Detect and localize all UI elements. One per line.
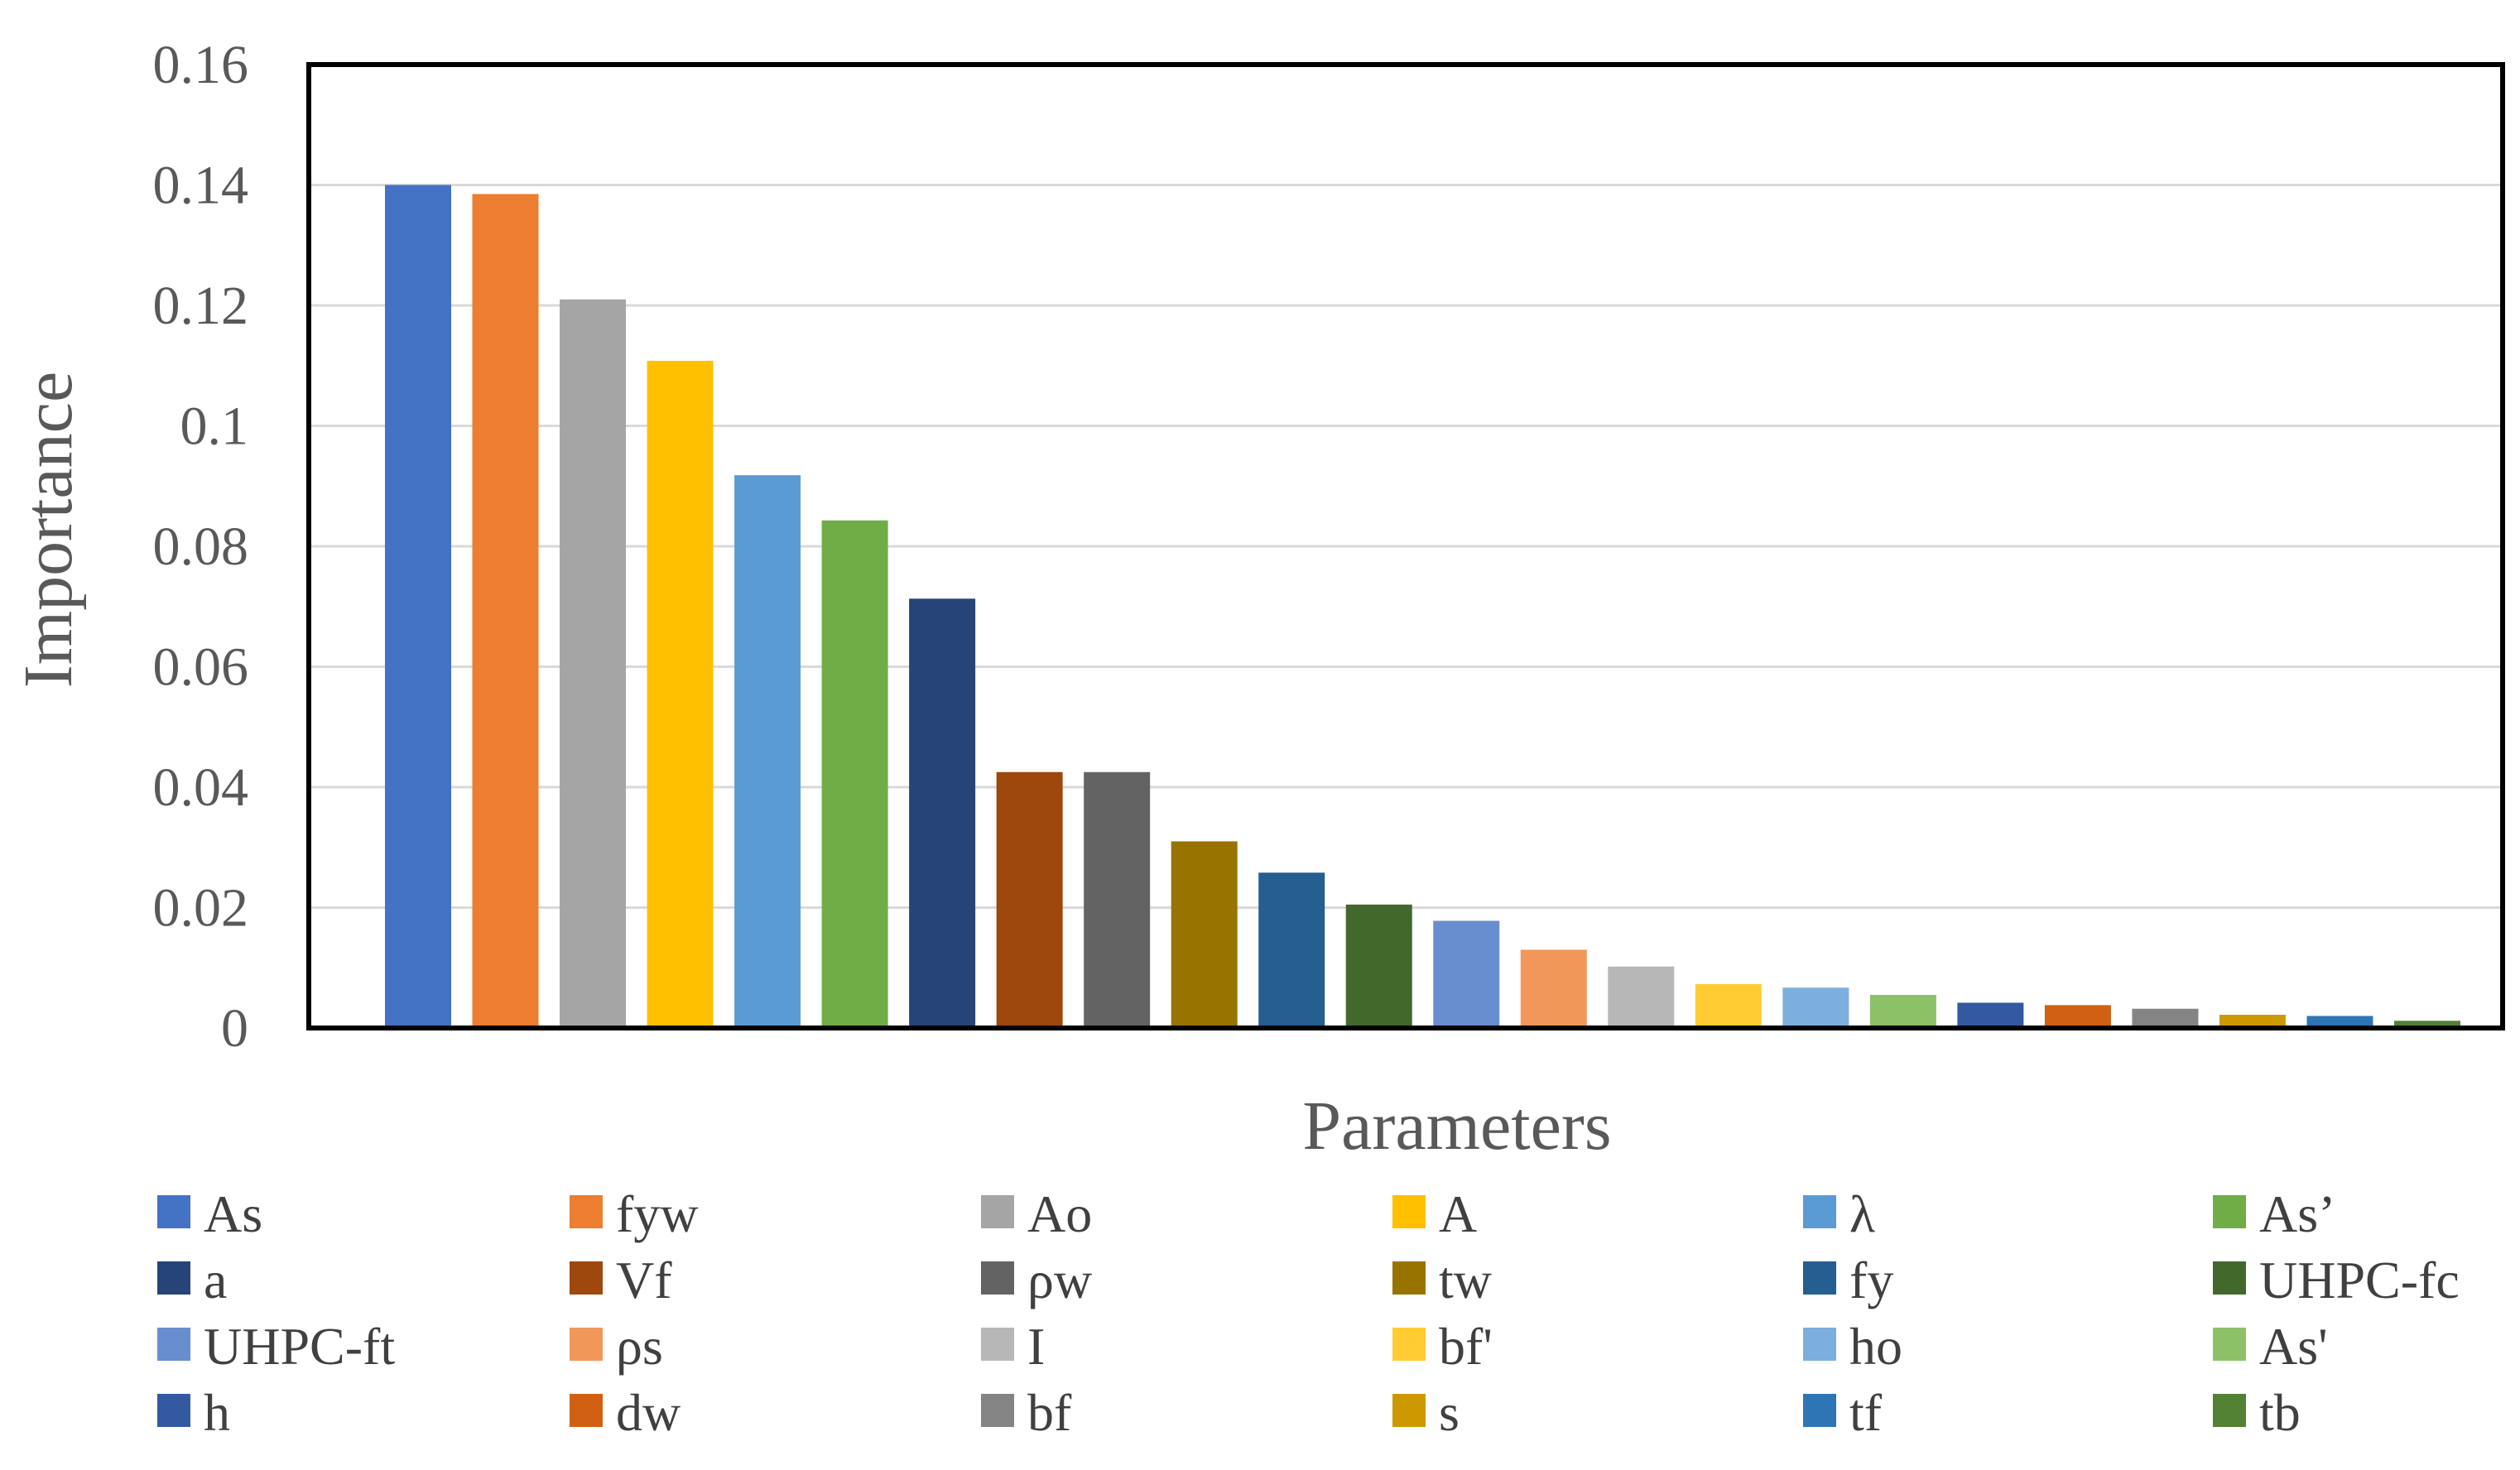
legend-label: s [1439, 1383, 1460, 1442]
plot-area-border [306, 62, 2505, 1030]
bar-3 [647, 360, 714, 1028]
legend-swatch [570, 1195, 603, 1228]
bar-15 [1695, 983, 1762, 1028]
bar-17 [1869, 994, 1936, 1028]
y-tick-label: 0 [221, 998, 248, 1059]
bar-7 [996, 771, 1063, 1028]
legend-label: Ao [1027, 1184, 1092, 1243]
bar-5 [821, 520, 888, 1028]
legend-swatch [1392, 1261, 1426, 1295]
x-axis-title: Parameters [1302, 1088, 1611, 1165]
legend-swatch [2213, 1195, 2246, 1228]
legend-swatch [981, 1195, 1014, 1228]
legend-label: tb [2259, 1383, 2301, 1442]
legend-label: ρw [1027, 1251, 1092, 1309]
legend-label: tw [1439, 1251, 1492, 1309]
legend-label: h [204, 1383, 230, 1442]
legend-swatch [981, 1394, 1014, 1427]
y-tick-label: 0.1 [180, 396, 249, 457]
legend-swatch [1803, 1394, 1836, 1427]
bar-2 [560, 299, 627, 1029]
legend-swatch [981, 1328, 1014, 1361]
legend-swatch [1803, 1328, 1836, 1361]
legend-swatch [2213, 1394, 2246, 1427]
legend-swatch [157, 1394, 190, 1427]
y-tick-label: 0.16 [153, 35, 249, 95]
legend-swatch [570, 1261, 603, 1295]
legend-label: tf [1849, 1383, 1883, 1442]
legend-label: UHPC-ft [204, 1317, 395, 1376]
legend-label: As [204, 1184, 262, 1243]
legend-label: dw [616, 1383, 680, 1442]
bar-18 [1957, 1002, 2024, 1028]
legend-swatch [2213, 1261, 2246, 1295]
y-tick-label: 0.06 [153, 637, 249, 698]
legend-label: ho [1849, 1317, 1902, 1376]
legend-label: ρs [616, 1317, 663, 1376]
legend-label: I [1027, 1317, 1045, 1376]
bar-19 [2044, 1005, 2111, 1028]
bar-23 [2394, 1021, 2460, 1028]
bar-0 [385, 185, 451, 1028]
bars [385, 185, 2460, 1029]
legend-label: fyw [616, 1184, 699, 1243]
bar-22 [2306, 1016, 2373, 1028]
legend-label: As’ [2259, 1184, 2335, 1243]
legend-label: UHPC-fc [2259, 1251, 2460, 1309]
legend-swatch [1803, 1261, 1836, 1295]
legend-swatch [981, 1261, 1014, 1295]
bar-20 [2132, 1008, 2199, 1028]
legend-label: bf [1027, 1383, 1072, 1442]
bar-21 [2219, 1014, 2286, 1028]
y-tick-label: 0.02 [153, 878, 249, 939]
bar-8 [1084, 771, 1151, 1028]
y-tick-label: 0.04 [153, 757, 249, 818]
legend-label: A [1439, 1184, 1477, 1243]
y-tick-label: 0.08 [153, 516, 249, 577]
bar-16 [1782, 987, 1849, 1028]
legend-swatch [1392, 1328, 1426, 1361]
legend-label: fy [1849, 1251, 1893, 1309]
legend-label: λ [1849, 1184, 1875, 1243]
legend-label: a [204, 1251, 227, 1309]
bar-4 [734, 475, 801, 1028]
y-tick-label: 0.14 [153, 156, 249, 216]
bar-14 [1608, 966, 1675, 1028]
bar-9 [1171, 841, 1238, 1028]
bar-10 [1258, 872, 1325, 1028]
bar-11 [1345, 904, 1412, 1028]
gridlines [309, 184, 2503, 909]
legend-label: Vf [616, 1251, 672, 1309]
legend-swatch [1803, 1195, 1836, 1228]
bar-6 [909, 598, 976, 1028]
legend-swatch [157, 1261, 190, 1295]
legend-swatch [570, 1394, 603, 1427]
legend-label: As' [2259, 1317, 2328, 1376]
y-axis-ticks: 0 0.02 0.04 0.06 0.08 0.1 0.12 0.14 0.16 [153, 35, 249, 1059]
bar-13 [1520, 949, 1587, 1028]
legend-label: bf' [1439, 1317, 1493, 1376]
legend-swatch [157, 1195, 190, 1228]
y-axis-title: Importance [10, 372, 87, 688]
legend-swatch [1392, 1195, 1426, 1228]
y-tick-label: 0.12 [153, 276, 249, 336]
legend-swatch [570, 1328, 603, 1361]
bar-1 [472, 194, 539, 1029]
legend-swatch [2213, 1328, 2246, 1361]
bar-12 [1433, 920, 1500, 1028]
legend-swatch [157, 1328, 190, 1361]
legend-swatch [1392, 1394, 1426, 1427]
